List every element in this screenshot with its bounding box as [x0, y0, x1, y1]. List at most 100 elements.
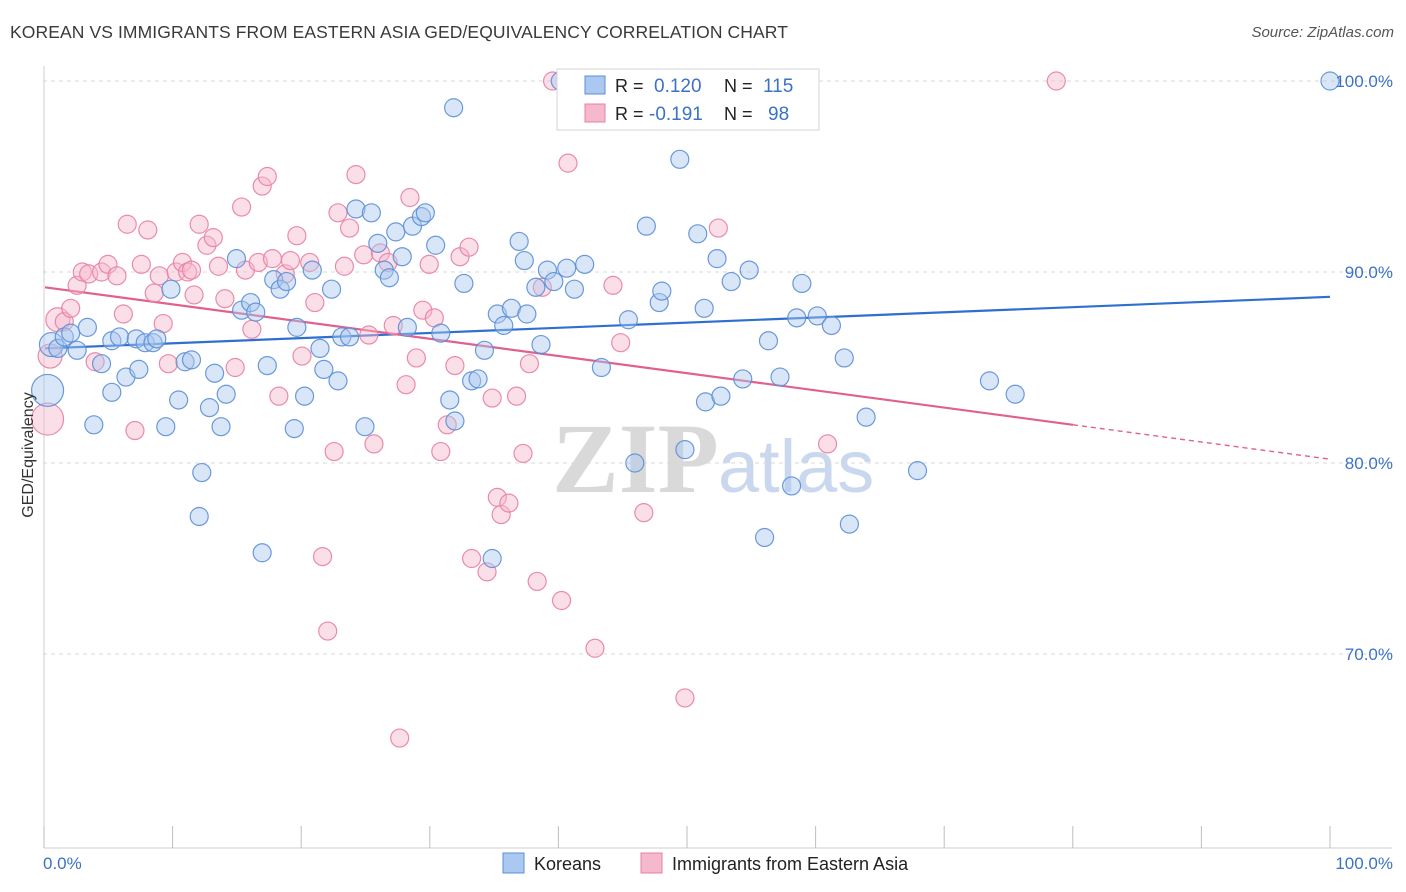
stats-r-value-immigrants: -0.191	[649, 104, 703, 125]
immigrant-point-29	[208, 256, 229, 276]
korean-point-89	[652, 281, 672, 301]
immigrant-point-86	[585, 638, 605, 658]
immigrant-point-47	[318, 621, 338, 641]
korean-point-60	[426, 235, 446, 255]
korean-point-91	[675, 440, 695, 460]
y-tick-label-3: 100.0%	[1335, 72, 1393, 91]
legend-swatch-immigrants	[640, 852, 663, 874]
immigrant-point-36	[252, 176, 272, 196]
immigrant-point-53	[354, 245, 374, 265]
immigrant-point-16	[138, 220, 158, 240]
stats-r-label-koreans: R =	[615, 76, 644, 96]
immigrant-point-46	[312, 546, 333, 567]
immigrant-point-35	[248, 252, 268, 273]
axes	[43, 66, 1392, 849]
korean-point-41	[302, 260, 322, 280]
korean-point-75	[514, 250, 534, 271]
korean-point-32	[246, 302, 266, 322]
immigrant-point-84	[558, 153, 578, 173]
korean-point-49	[355, 417, 375, 437]
immigrant-point-31	[225, 357, 245, 378]
korean-point-4	[61, 323, 81, 343]
korean-point-82	[564, 279, 585, 299]
korean-point-22	[181, 350, 202, 370]
watermark-zip: ZIP	[552, 403, 719, 514]
korean-point-42	[310, 338, 330, 358]
korean-point-47	[339, 327, 360, 347]
korean-point-5	[67, 340, 87, 360]
korean-point-98	[733, 369, 753, 389]
immigrant-point-51	[339, 218, 360, 238]
korean-point-28	[216, 384, 236, 404]
immigrant-point-52	[346, 164, 366, 185]
immigrant-point-21	[166, 262, 186, 282]
korean-point-96	[711, 386, 731, 406]
series-immigrants-points	[30, 71, 1066, 748]
korean-point-62	[440, 390, 460, 410]
korean-point-77	[531, 334, 551, 355]
x-tick-label-min: 0.0%	[43, 854, 82, 873]
korean-point-100	[754, 527, 775, 548]
korean-point-113	[1005, 384, 1025, 404]
immigrant-point-55	[364, 434, 384, 454]
immigrant-point-87	[603, 275, 623, 295]
korean-point-18	[156, 417, 176, 437]
korean-point-46	[332, 327, 352, 347]
korean-point-106	[807, 306, 827, 326]
korean-point-37	[276, 271, 297, 292]
korean-point-104	[787, 308, 807, 328]
y-axis-title: GED/Equivalency	[20, 392, 37, 517]
korean-point-7	[84, 415, 104, 435]
immigrant-point-27	[197, 235, 217, 255]
korean-point-34	[257, 355, 277, 376]
korean-point-26	[205, 363, 225, 383]
korean-point-83	[575, 254, 595, 274]
stats-n-value-immigrants: 98	[768, 104, 789, 125]
korean-point-8	[91, 354, 112, 374]
korean-point-51	[368, 233, 388, 253]
immigrant-point-24	[181, 260, 202, 280]
immigrant-point-81	[532, 277, 552, 297]
immigrant-point-63	[413, 300, 433, 320]
korean-point-87	[636, 216, 656, 236]
korean-point-29	[226, 249, 247, 269]
korean-point-27	[211, 417, 231, 437]
korean-point-25	[199, 398, 220, 418]
korean-point-85	[618, 310, 638, 330]
stats-n-label-koreans: N =	[724, 76, 753, 96]
korean-point-1	[38, 331, 65, 358]
trend-line-1	[44, 286, 1074, 426]
immigrant-point-93	[1046, 71, 1066, 91]
korean-point-95	[707, 249, 727, 269]
stats-r-label-immigrants: R =	[615, 104, 644, 124]
trend-lines	[44, 286, 1331, 460]
immigrant-point-76	[499, 493, 519, 513]
y-tick-label-0: 70.0%	[1345, 645, 1393, 664]
immigrant-point-38	[262, 249, 283, 269]
legend-label-koreans: Koreans	[534, 854, 601, 874]
korean-point-16	[143, 333, 163, 353]
stats-n-value-koreans: 115	[763, 76, 793, 97]
immigrant-point-68	[445, 355, 465, 376]
immigrant-point-90	[675, 688, 695, 708]
korean-point-11	[109, 327, 130, 347]
immigrant-point-61	[400, 187, 420, 208]
korean-point-40	[294, 386, 315, 406]
immigrant-point-25	[184, 285, 204, 305]
korean-point-112	[979, 371, 1000, 391]
korean-point-67	[468, 369, 488, 389]
immigrant-point-0	[30, 402, 65, 436]
korean-point-103	[781, 476, 802, 496]
immigrant-point-60	[396, 375, 416, 395]
immigrant-point-92	[817, 434, 838, 454]
immigrant-point-89	[634, 503, 654, 523]
immigrant-point-59	[390, 728, 410, 748]
immigrant-point-4	[61, 298, 81, 318]
korean-point-102	[770, 367, 790, 387]
korean-point-36	[270, 279, 290, 299]
stats-legend: R = 0.120 N = 115 R = -0.191 N = 98	[556, 68, 820, 131]
series-koreans-points	[30, 71, 1340, 569]
legend-swatch-koreans	[502, 852, 525, 874]
immigrant-point-45	[305, 292, 325, 313]
